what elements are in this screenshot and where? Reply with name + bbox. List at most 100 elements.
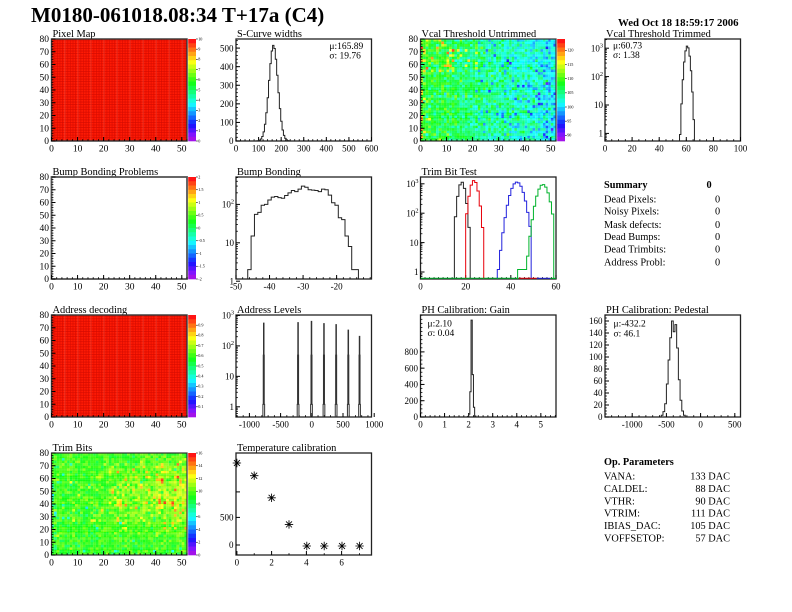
svg-text:0: 0 (715, 220, 720, 231)
svg-text:-1.5: -1.5 (198, 264, 205, 269)
svg-text:40: 40 (40, 362, 50, 372)
svg-text:10: 10 (442, 145, 452, 155)
svg-text:1: 1 (414, 267, 419, 277)
svg-text:20: 20 (468, 145, 478, 155)
svg-text:50: 50 (177, 145, 187, 155)
svg-text:50: 50 (177, 283, 187, 293)
svg-text:40: 40 (655, 144, 665, 154)
svg-text:μ:-432.2: μ:-432.2 (614, 320, 647, 330)
svg-text:Wed Oct 18 18:59:17 2006: Wed Oct 18 18:59:17 2006 (618, 17, 739, 29)
svg-text:-30: -30 (297, 282, 309, 292)
svg-text:PH Calibration: Pedestal: PH Calibration: Pedestal (606, 305, 709, 316)
svg-text:60: 60 (594, 376, 604, 386)
svg-text:103: 103 (222, 310, 234, 321)
svg-text:40: 40 (594, 388, 604, 398)
svg-text:2: 2 (466, 420, 471, 430)
svg-text:Noisy Pixels:: Noisy Pixels: (604, 207, 659, 218)
svg-text:60: 60 (682, 144, 692, 154)
svg-text:1: 1 (442, 420, 447, 430)
svg-text:30: 30 (125, 145, 135, 155)
svg-text:40: 40 (151, 283, 161, 293)
svg-text:Address Probl:: Address Probl: (604, 258, 666, 269)
svg-text:0: 0 (49, 421, 54, 431)
svg-text:70: 70 (409, 48, 419, 58)
svg-text:0.5: 0.5 (198, 213, 203, 218)
svg-text:1: 1 (198, 128, 200, 133)
svg-text:10: 10 (409, 124, 419, 134)
svg-text:50: 50 (177, 421, 187, 431)
svg-text:70: 70 (40, 48, 50, 58)
svg-text:60: 60 (552, 282, 562, 292)
svg-text:σ: 19.76: σ: 19.76 (329, 52, 361, 62)
svg-text:50: 50 (40, 211, 50, 221)
svg-text:20: 20 (99, 145, 109, 155)
svg-text:10: 10 (40, 262, 50, 272)
svg-text:0: 0 (234, 144, 239, 154)
svg-text:600: 600 (365, 144, 379, 154)
svg-text:0: 0 (44, 413, 49, 423)
svg-text:400: 400 (320, 144, 334, 154)
svg-text:103: 103 (406, 178, 418, 189)
svg-text:120: 120 (589, 340, 603, 350)
svg-text:0.1: 0.1 (198, 404, 203, 409)
svg-text:-500: -500 (658, 420, 675, 430)
svg-text:500: 500 (336, 420, 350, 430)
svg-text:3: 3 (490, 420, 495, 430)
svg-text:800: 800 (405, 347, 419, 357)
svg-text:400: 400 (220, 62, 234, 72)
svg-text:102: 102 (222, 199, 234, 210)
svg-text:μ:165.89: μ:165.89 (329, 42, 363, 52)
svg-text:100: 100 (734, 144, 748, 154)
svg-text:1: 1 (230, 402, 235, 412)
svg-text:0.8: 0.8 (198, 333, 203, 338)
svg-text:300: 300 (220, 81, 234, 91)
svg-text:60: 60 (409, 61, 419, 71)
svg-text:0: 0 (707, 180, 712, 191)
svg-text:10: 10 (594, 100, 604, 110)
svg-text:80: 80 (594, 364, 604, 374)
svg-text:0: 0 (414, 412, 419, 422)
svg-text:-1: -1 (198, 251, 202, 256)
svg-text:30: 30 (494, 145, 504, 155)
svg-text:0: 0 (715, 207, 720, 218)
svg-text:0: 0 (44, 275, 49, 285)
svg-text:8: 8 (198, 57, 200, 62)
svg-text:40: 40 (506, 282, 516, 292)
svg-text:Dead Pixels:: Dead Pixels: (604, 195, 656, 206)
svg-text:80: 80 (409, 35, 419, 45)
svg-text:95: 95 (567, 119, 571, 124)
svg-text:40: 40 (40, 86, 50, 96)
svg-text:7: 7 (198, 67, 200, 72)
svg-text:0.6: 0.6 (198, 353, 203, 358)
svg-text:5: 5 (198, 87, 200, 92)
svg-text:0: 0 (413, 137, 418, 147)
svg-text:90: 90 (567, 133, 571, 138)
svg-text:1.5: 1.5 (198, 187, 203, 192)
svg-text:100: 100 (589, 352, 603, 362)
svg-text:Address Levels: Address Levels (237, 305, 301, 316)
svg-text:0: 0 (715, 244, 720, 255)
svg-text:-1000: -1000 (622, 420, 643, 430)
svg-text:50: 50 (546, 145, 556, 155)
svg-text:0: 0 (603, 144, 608, 154)
svg-text:40: 40 (520, 145, 530, 155)
svg-text:0.4: 0.4 (198, 374, 204, 379)
svg-text:102: 102 (222, 340, 234, 351)
svg-text:Dead Trimbits:: Dead Trimbits: (604, 244, 666, 255)
svg-text:30: 30 (125, 421, 135, 431)
svg-text:3: 3 (198, 108, 200, 113)
svg-text:20: 20 (99, 283, 109, 293)
svg-text:200: 200 (274, 144, 288, 154)
svg-text:0: 0 (229, 136, 234, 146)
svg-text:30: 30 (40, 237, 50, 247)
svg-text:σ: 0.04: σ: 0.04 (428, 329, 455, 339)
svg-text:σ: 46.1: σ: 46.1 (614, 330, 641, 340)
svg-text:30: 30 (125, 283, 135, 293)
svg-text:0: 0 (310, 420, 315, 430)
svg-text:Vcal Threshold Untrimmed: Vcal Threshold Untrimmed (422, 29, 537, 40)
svg-text:102: 102 (406, 207, 418, 218)
svg-text:20: 20 (40, 250, 50, 260)
svg-text:Bump Bonding: Bump Bonding (237, 167, 301, 178)
svg-text:300: 300 (297, 144, 311, 154)
svg-text:-40: -40 (264, 282, 276, 292)
